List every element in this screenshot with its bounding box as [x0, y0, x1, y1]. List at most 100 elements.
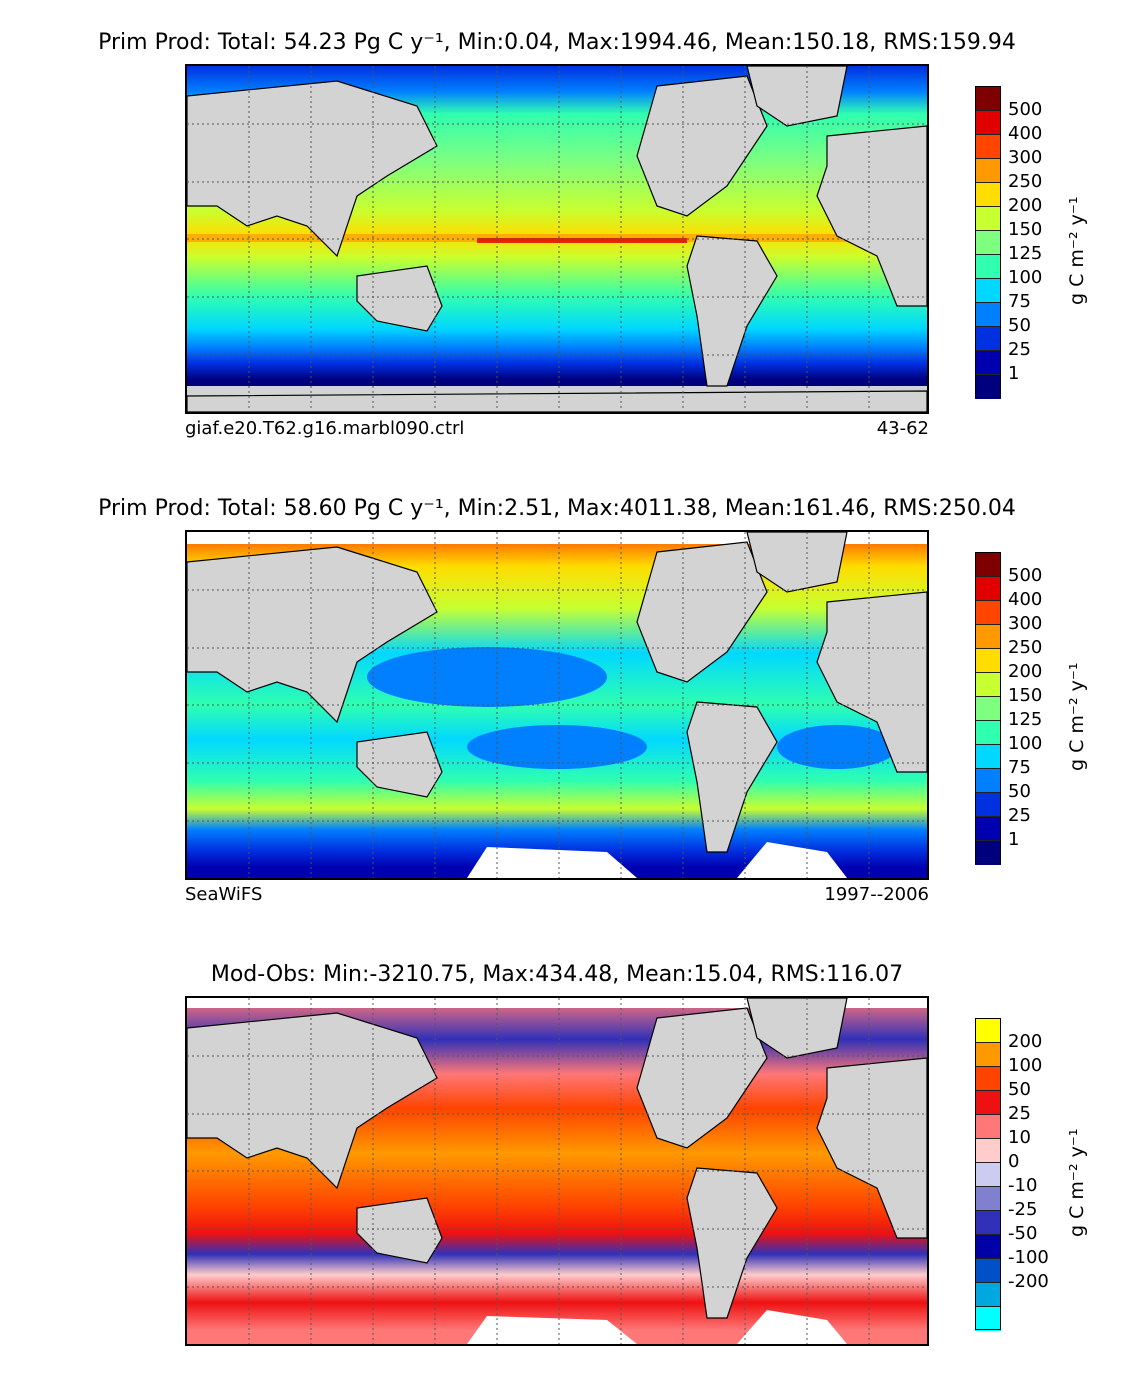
colorbar-tick-label: 200 [1008, 1031, 1043, 1052]
colorbar-tick-label: 250 [1008, 637, 1043, 658]
panel-model: Prim Prod: Total: 54.23 Pg C y⁻¹, Min:0.… [0, 0, 1124, 460]
colorbar-segment [975, 254, 1001, 279]
colorbar-tick-label: 400 [1008, 589, 1043, 610]
colorbar-tick-label: 10 [1008, 1127, 1031, 1148]
colorbar-segment [975, 768, 1001, 793]
colorbar-segment [975, 1210, 1001, 1235]
continents [187, 66, 927, 412]
colorbar-segment [975, 576, 1001, 601]
oligotrophic-north [367, 647, 607, 707]
colorbar-tick-label: 50 [1008, 1079, 1031, 1100]
equatorial-max [477, 238, 687, 243]
colorbar-outline [975, 552, 1001, 864]
missing-south [467, 842, 847, 878]
colorbar-tick-label: 100 [1008, 1055, 1043, 1076]
run-label: giaf.e20.T62.g16.marbl090.ctrl [185, 418, 465, 439]
colorbar-tick-label: 200 [1008, 195, 1043, 216]
colorbar-segment [975, 134, 1001, 159]
colorbar-tick-label: 50 [1008, 315, 1031, 336]
colorbar-segment [975, 1162, 1001, 1187]
colorbar-title: g C m⁻² y⁻¹ [1066, 662, 1088, 772]
colorbar-tick-label: 1 [1008, 829, 1020, 850]
colorbar-segment [975, 182, 1001, 207]
colorbar-tick-label: 125 [1008, 709, 1043, 730]
colorbar-outline [975, 86, 1001, 398]
colorbar-segment [975, 326, 1001, 351]
colorbar-segment [975, 1090, 1001, 1115]
colorbar-tick-label: 150 [1008, 219, 1043, 240]
colorbar-segment [975, 648, 1001, 673]
colorbar-tick-label: 150 [1008, 685, 1043, 706]
colorbar-tick-label: -25 [1008, 1199, 1038, 1220]
colorbar-tick-label: 300 [1008, 613, 1043, 634]
colorbar-tick-label: 50 [1008, 781, 1031, 802]
oligotrophic-south [467, 725, 647, 769]
map-field [187, 998, 927, 1344]
missing-north [187, 998, 927, 1008]
oligotrophic-atlantic [777, 725, 897, 769]
colorbar-tick-label: 25 [1008, 339, 1031, 360]
colorbar-segment [975, 374, 1001, 399]
missing-north [187, 532, 927, 544]
colorbar-tick-label: -200 [1008, 1271, 1049, 1292]
colorbar-segment [975, 158, 1001, 183]
colorbar-segment [975, 672, 1001, 697]
colorbar-segment [975, 1306, 1001, 1331]
colorbar-tick-label: 25 [1008, 805, 1031, 826]
colorbar-segment [975, 1042, 1001, 1067]
colorbar-segment [975, 840, 1001, 865]
colorbar-tick-label: -100 [1008, 1247, 1049, 1268]
colorbar-segment [975, 278, 1001, 303]
colorbar-segment [975, 206, 1001, 231]
missing-south [467, 1310, 847, 1344]
years-label: 43-62 [876, 418, 929, 439]
source-label: SeaWiFS [185, 884, 263, 905]
colorbar-segment [975, 744, 1001, 769]
colorbar-tick-label: 100 [1008, 267, 1043, 288]
colorbar-segment [975, 302, 1001, 327]
colorbar-tick-label: 75 [1008, 757, 1031, 778]
colorbar-segment [975, 1114, 1001, 1139]
colorbar-segment [975, 696, 1001, 721]
colorbar-segment [975, 1186, 1001, 1211]
map-field [187, 66, 927, 412]
years-label: 1997--2006 [824, 884, 929, 905]
colorbar-tick-label: 100 [1008, 733, 1043, 754]
panel-title: Mod-Obs: Min:-3210.75, Max:434.48, Mean:… [210, 962, 904, 987]
colorbar-segment [975, 1138, 1001, 1163]
colorbar-tick-label: 400 [1008, 123, 1043, 144]
colorbar-segment [975, 720, 1001, 745]
colorbar-segment [975, 350, 1001, 375]
colorbar-tick-label: 250 [1008, 171, 1043, 192]
continents [187, 532, 927, 853]
panel-title: Prim Prod: Total: 54.23 Pg C y⁻¹, Min:0.… [98, 30, 1016, 55]
colorbar-segment [975, 230, 1001, 255]
colorbar-tick-label: 300 [1008, 147, 1043, 168]
panel-diff: Mod-Obs: Min:-3210.75, Max:434.48, Mean:… [0, 932, 1124, 1392]
colorbar-tick-label: 200 [1008, 661, 1043, 682]
colorbar-segment [975, 1282, 1001, 1307]
panel-title: Prim Prod: Total: 58.60 Pg C y⁻¹, Min:2.… [98, 496, 1016, 521]
colorbar-segment [975, 86, 1001, 110]
graticule [187, 532, 927, 878]
colorbar-title: g C m⁻² y⁻¹ [1066, 196, 1088, 306]
colorbar-tick-label: 125 [1008, 243, 1043, 264]
colorbar-segment [975, 816, 1001, 841]
colorbar-segment [975, 110, 1001, 135]
colorbar-segment [975, 624, 1001, 649]
colorbar-segment [975, 600, 1001, 625]
map-obs [185, 530, 929, 880]
colorbar-segment [975, 1066, 1001, 1091]
colorbar-segment [975, 792, 1001, 817]
map-field [187, 532, 927, 878]
colorbar-segment [975, 1234, 1001, 1259]
graticule [187, 66, 927, 412]
colorbar-tick-label: 25 [1008, 1103, 1031, 1124]
colorbar-tick-label: -50 [1008, 1223, 1038, 1244]
colorbar-tick-label: 75 [1008, 291, 1031, 312]
colorbar-outline [975, 1018, 1001, 1330]
colorbar-tick-label: 1 [1008, 363, 1020, 384]
graticule [187, 998, 927, 1344]
map-diff [185, 996, 929, 1346]
colorbar-tick-label: 500 [1008, 99, 1043, 120]
